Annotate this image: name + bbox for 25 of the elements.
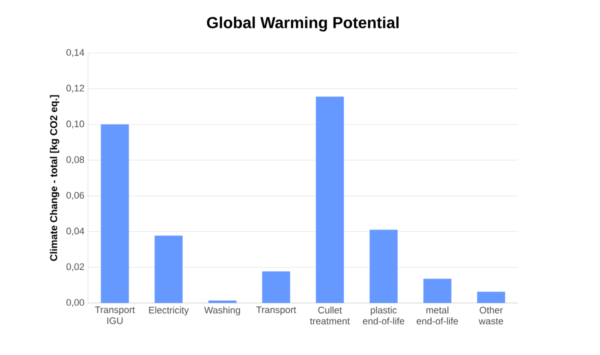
bar	[316, 96, 344, 303]
y-tick-label: 0,00	[66, 299, 84, 307]
x-tick-label: Washing	[204, 306, 240, 316]
y-tick-label: 0,06	[66, 192, 84, 200]
x-tick-label: metal end-of-life	[416, 306, 458, 324]
bar	[100, 124, 129, 303]
bar	[154, 236, 183, 303]
y-axis-title: Climate Change - total [kg CO2 eq.]	[50, 95, 60, 261]
x-tick-label: Cullet treatment	[310, 306, 350, 324]
bar	[423, 278, 452, 303]
bar	[370, 230, 398, 303]
x-tick-label: Transport IGU	[95, 306, 135, 324]
x-tick-label: plastic end-of-life	[362, 306, 404, 324]
x-tick-label: Electricity	[149, 306, 189, 316]
y-tick-label: 0,12	[66, 84, 84, 93]
x-tick-label: Other waste	[478, 306, 504, 324]
bar	[262, 271, 290, 303]
chart-title: Global Warming Potential	[206, 16, 399, 32]
y-tick-label: 0,10	[66, 120, 84, 128]
y-tick-label: 0,04	[66, 228, 84, 236]
y-tick-label: 0,08	[66, 156, 84, 164]
x-tick-label: Transport	[256, 306, 296, 315]
y-tick-label: 0,14	[66, 49, 84, 57]
bar	[477, 292, 506, 303]
y-tick-label: 0,02	[66, 263, 84, 272]
